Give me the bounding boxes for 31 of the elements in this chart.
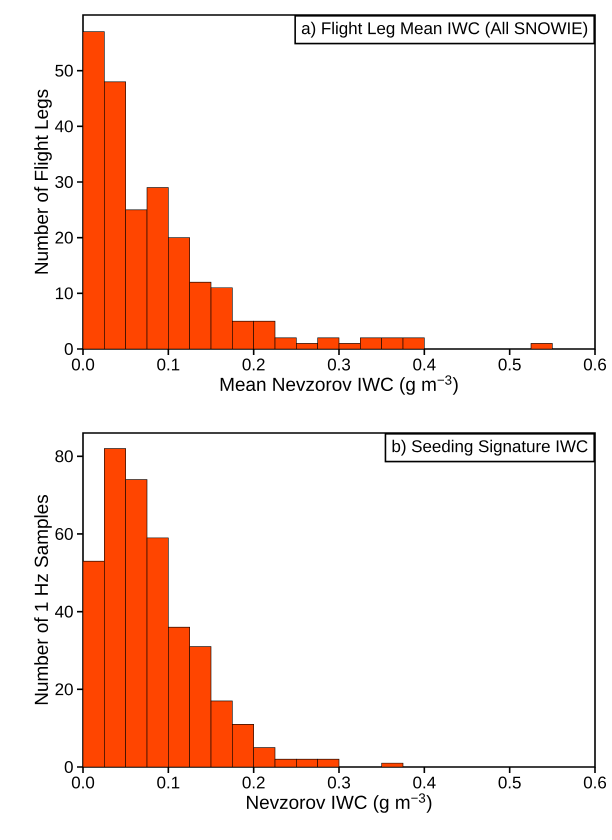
x-tick-label: 0.5: [498, 358, 521, 371]
chart-title: b) Seeding Signature IWC: [392, 440, 588, 456]
x-tick-label: 0.6: [584, 358, 606, 371]
x-tick-label: 0.2: [242, 358, 265, 371]
y-tick-label: 10: [56, 287, 73, 300]
y-axis-title: Number of Flight Legs: [34, 90, 52, 274]
y-axis-title: Number of 1 Hz Samples: [34, 494, 52, 704]
x-axis-title: Mean Nevzorov IWC (g m$^{−3}$): [220, 375, 458, 395]
x-tick-label: 0.3: [328, 358, 350, 371]
y-tick-label: 40: [55, 120, 73, 132]
y-tick-label: 60: [56, 528, 73, 540]
y-tick-label: 50: [55, 64, 73, 77]
x-tick-label: 0.1: [157, 358, 180, 371]
y-tick-label: 0: [64, 761, 73, 773]
y-tick-label: 0: [64, 342, 73, 355]
x-tick-label: 0.0: [72, 776, 94, 789]
x-tick-label: 0.4: [413, 358, 436, 371]
y-tick-label: 20: [56, 683, 73, 696]
y-tick-label: 20: [56, 232, 73, 244]
x-axis-title: Nevzorov IWC (g m$^{−3}$): [247, 793, 432, 813]
y-tick-label: 40: [55, 606, 73, 618]
x-tick-label: 0.3: [328, 776, 350, 789]
x-tick-label: 0.1: [157, 776, 180, 789]
y-tick-label: 30: [55, 176, 73, 188]
chart-title: a) Flight Leg Mean IWC (All SNOWIE): [302, 22, 588, 38]
x-tick-label: 0.6: [584, 776, 606, 789]
x-tick-label: 0.5: [498, 776, 521, 789]
x-tick-label: 0.4: [413, 776, 436, 789]
x-tick-label: 0.0: [72, 358, 94, 371]
x-tick-label: 0.2: [242, 776, 265, 789]
y-tick-label: 80: [55, 450, 73, 462]
